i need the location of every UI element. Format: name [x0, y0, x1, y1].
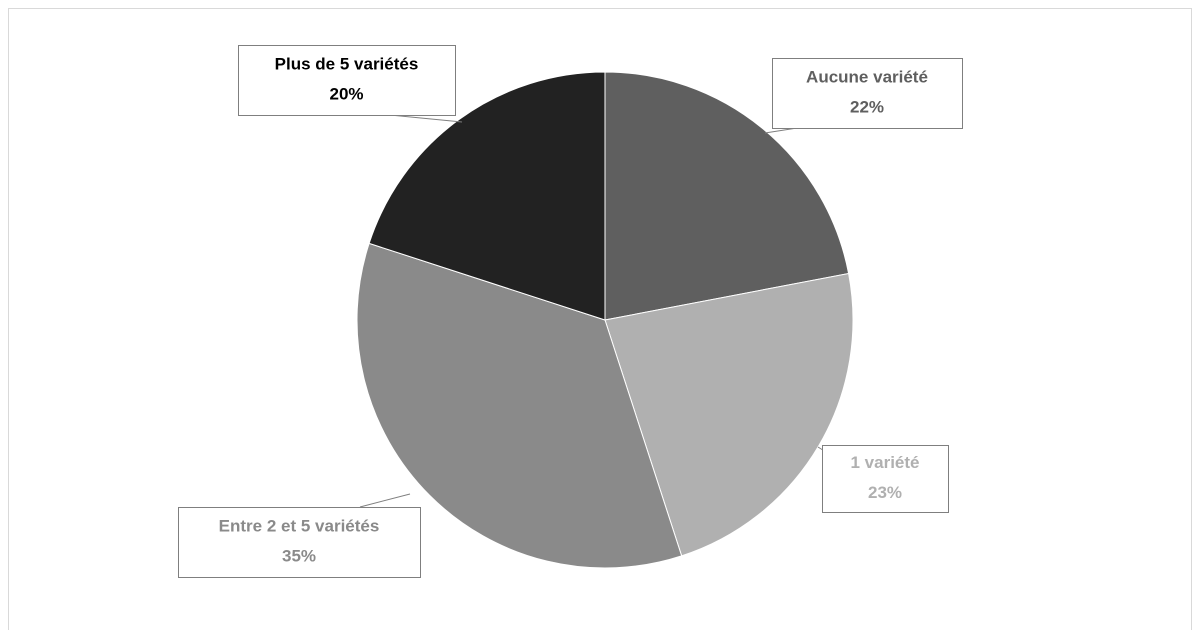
data-label-value: 23% [868, 483, 902, 502]
data-label-name: Plus de 5 variétés [275, 54, 419, 73]
data-label-box [238, 45, 456, 116]
pie-slice [604, 71, 850, 321]
pie-slice [604, 272, 854, 557]
pie-slice [356, 242, 683, 569]
data-label-box [772, 58, 963, 129]
data-label-box [822, 445, 949, 513]
leader-line [359, 493, 411, 508]
data-label-value: 20% [329, 84, 363, 103]
data-label-name: Entre 2 et 5 variétés [219, 516, 380, 535]
pie-slice [368, 71, 606, 321]
data-label-name: 1 variété [851, 453, 920, 472]
data-label-value: 22% [850, 97, 884, 116]
data-label-value: 35% [282, 546, 316, 565]
data-label-box [178, 507, 421, 578]
data-label-name: Aucune variété [806, 67, 928, 86]
